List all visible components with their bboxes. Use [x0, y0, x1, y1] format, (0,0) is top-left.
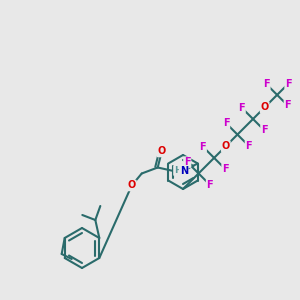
Text: N: N	[180, 167, 188, 176]
Text: O: O	[222, 141, 230, 151]
Text: F: F	[285, 79, 292, 88]
Text: H: H	[174, 166, 182, 175]
Text: F: F	[200, 142, 206, 152]
Text: F: F	[263, 79, 270, 89]
Text: F: F	[238, 103, 245, 113]
Text: F: F	[223, 118, 230, 128]
Text: F: F	[261, 125, 268, 135]
Text: O: O	[260, 102, 269, 112]
Text: F: F	[184, 157, 190, 167]
Text: F: F	[284, 100, 291, 110]
Text: F: F	[222, 164, 229, 174]
Text: F: F	[207, 180, 213, 190]
Text: F: F	[245, 141, 252, 151]
Text: O: O	[128, 181, 136, 190]
Text: O: O	[158, 146, 166, 157]
